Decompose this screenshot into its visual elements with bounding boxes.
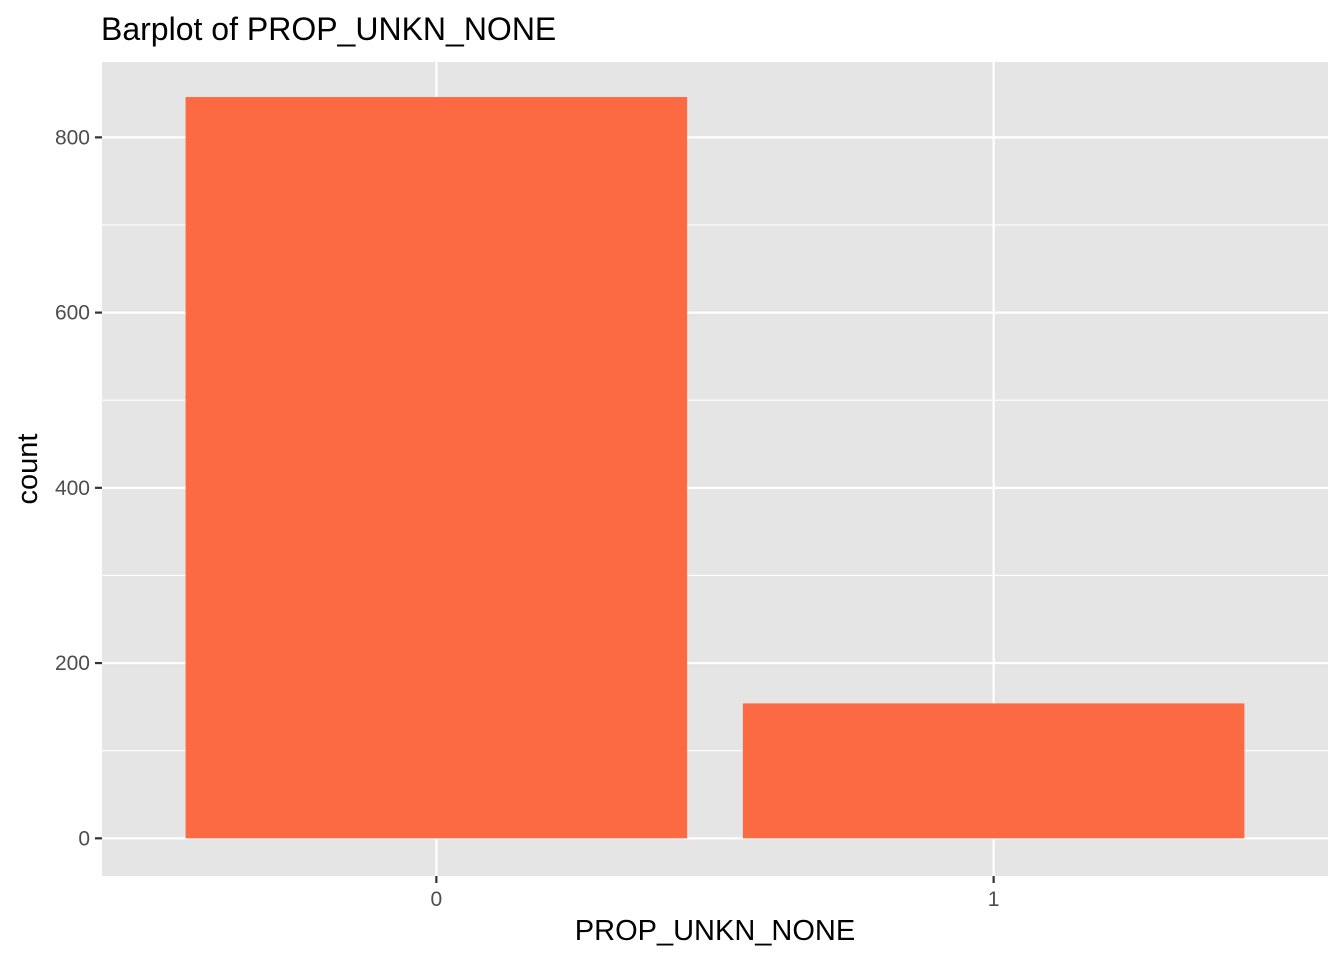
- x-tick-label: 1: [988, 888, 1000, 911]
- y-tick-label: 400: [55, 477, 90, 500]
- y-tick-label: 200: [55, 652, 90, 675]
- y-tick-label: 600: [55, 302, 90, 325]
- y-tick-label: 0: [78, 827, 90, 850]
- bars: [185, 97, 1245, 839]
- bar-1: [742, 703, 1245, 839]
- x-tick-label: 0: [431, 888, 443, 911]
- y-axis-title: count: [12, 434, 44, 505]
- bar-0: [185, 97, 688, 839]
- y-axis: 0 200 400 600 800: [55, 126, 102, 850]
- x-axis-title: PROP_UNKN_NONE: [575, 915, 855, 947]
- chart-title: Barplot of PROP_UNKN_NONE: [101, 11, 556, 47]
- y-tick-label: 800: [55, 126, 90, 149]
